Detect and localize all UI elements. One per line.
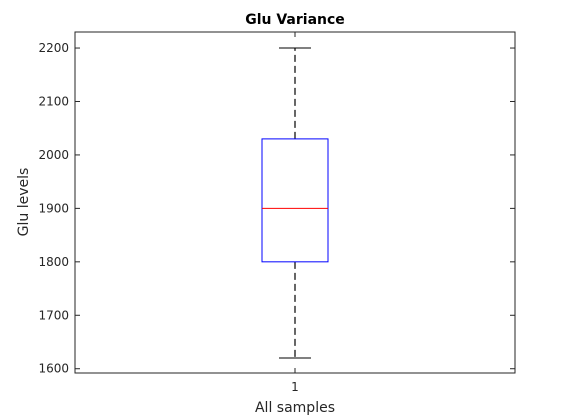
chart-title: Glu Variance — [245, 12, 345, 28]
y-tick-label: 2000 — [38, 148, 69, 162]
y-tick-label: 2200 — [38, 41, 69, 55]
y-tick-label: 1800 — [38, 255, 69, 269]
interquartile-box — [261, 138, 329, 263]
y-axis-ticks: 1600 1700 1800 1900 2000 2100 2200 — [38, 41, 515, 376]
y-tick-label: 1900 — [38, 201, 69, 215]
boxes — [261, 47, 329, 359]
x-axis-ticks: 1 — [291, 32, 299, 394]
x-axis-label: All samples — [255, 400, 335, 416]
y-tick-label: 1600 — [38, 362, 69, 376]
y-axis-label: Glu levels — [16, 168, 32, 237]
y-tick-label: 2100 — [38, 94, 69, 108]
x-tick-label: 1 — [291, 380, 299, 394]
y-tick-label: 1700 — [38, 308, 69, 322]
